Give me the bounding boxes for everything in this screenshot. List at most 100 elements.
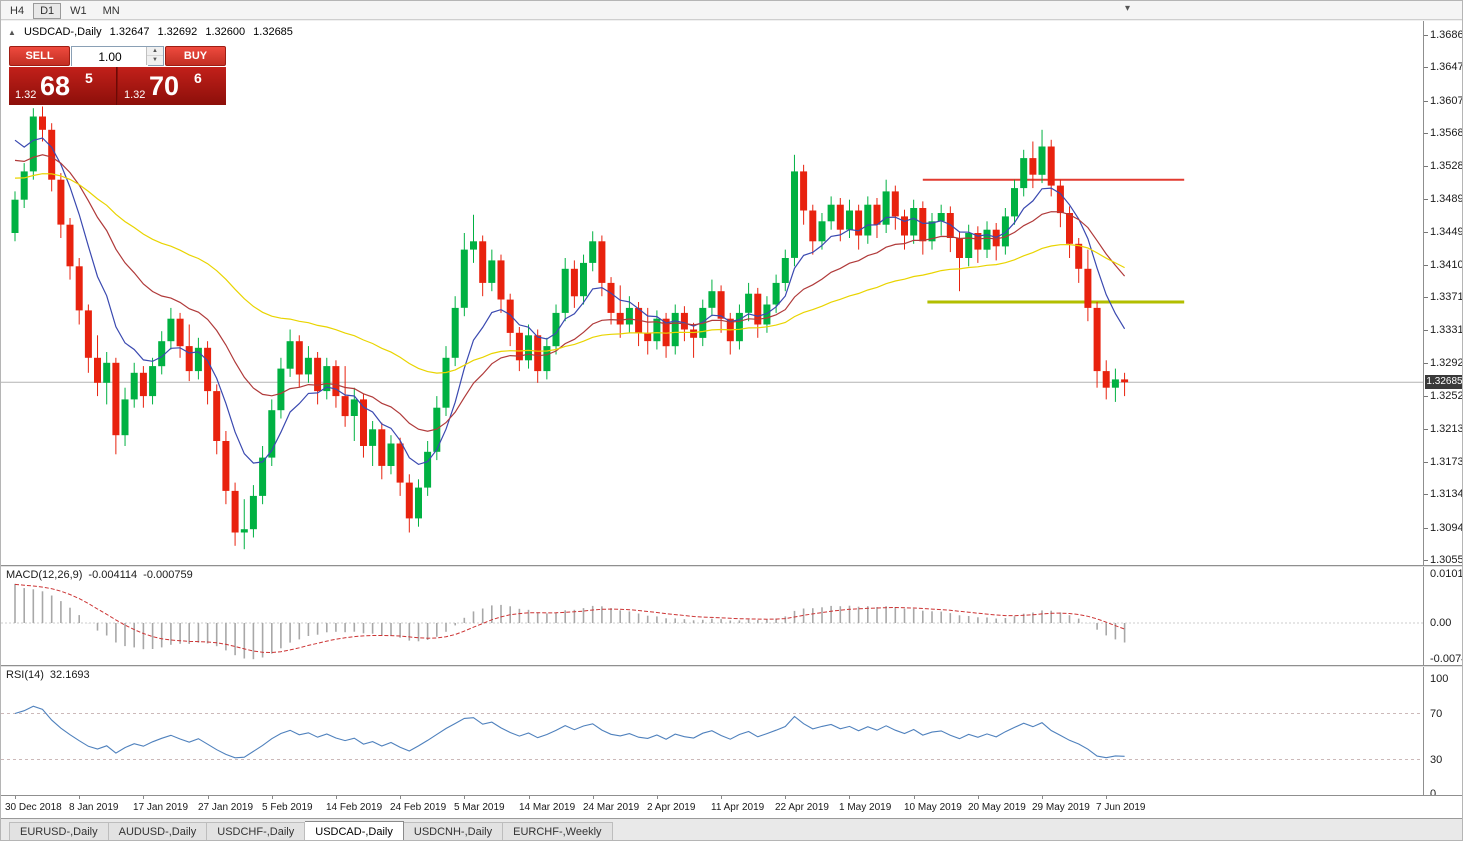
price-scale-tick: 1.32520 (1430, 390, 1462, 402)
price-scale-tick: 1.35280 (1430, 160, 1462, 172)
time-axis-label: 24 Feb 2019 (390, 802, 447, 813)
timeframe-mn-button[interactable]: MN (102, 5, 120, 17)
time-axis-label: 2 Apr 2019 (647, 802, 696, 813)
time-axis-label: 11 Apr 2019 (711, 802, 765, 813)
one-click-trading-panel: SELL ▲ ▼ BUY 1.32 68 5 (9, 46, 226, 105)
macd-canvas[interactable] (1, 567, 1423, 665)
macd-label: MACD(12,26,9) -0.004114 -0.000759 (6, 569, 199, 581)
time-axis-label: 7 Jun 2019 (1096, 802, 1146, 813)
rsi-canvas[interactable] (1, 667, 1423, 795)
chart-symbol-label: USDCAD-,Daily (23, 26, 102, 38)
price-scale-tickmark (1424, 363, 1428, 364)
price-scale-tick: 1.32920 (1430, 357, 1462, 369)
tab-audusd-daily[interactable]: AUDUSD-,Daily (108, 822, 208, 840)
ohlc-high: 1.32692 (157, 26, 198, 38)
price-scale-tick: 1.34890 (1430, 193, 1462, 205)
volume-up-icon[interactable]: ▲ (147, 47, 163, 56)
price-chart-panel[interactable]: ▲ USDCAD-,Daily 1.32647 1.32692 1.32600 … (1, 21, 1423, 565)
sell-price-pips: 68 (40, 71, 71, 101)
price-scale[interactable]: 1.32685 1.36860 1.36470 1.36070 1.35680 1.35… (1423, 21, 1463, 800)
time-axis-label: 20 May 2019 (968, 802, 1026, 813)
chart-window: ▲ USDCAD-,Daily 1.32647 1.32692 1.32600 … (1, 21, 1463, 840)
volume-spinner: ▲ ▼ (146, 47, 163, 65)
price-scale-tick: 1.30940 (1430, 522, 1462, 534)
sell-price-pipette: 5 (85, 70, 93, 86)
axis-border (1, 795, 1462, 796)
price-scale-tickmark (1424, 494, 1428, 495)
timeframe-buttons: H4 D1 W1 MN (1, 1, 127, 19)
price-scale-tickmark (1424, 560, 1428, 561)
buy-price-pipette: 6 (194, 70, 202, 86)
macd-panel[interactable]: MACD(12,26,9) -0.004114 -0.000759 (1, 567, 1423, 665)
price-scale-tickmark (1424, 297, 1428, 298)
tab-usdchf-daily[interactable]: USDCHF-,Daily (207, 822, 306, 840)
macd-scale-tick: -0.007476 (1430, 653, 1462, 665)
time-axis-label: 29 May 2019 (1032, 802, 1090, 813)
macd-scale-tick: 0.010199 (1430, 568, 1463, 580)
panel-splitter[interactable] (1, 565, 1462, 567)
toolbar-overflow-icon[interactable]: ▾ (1125, 3, 1131, 14)
time-axis-label: 5 Feb 2019 (262, 802, 313, 813)
time-axis-label: 1 May 2019 (839, 802, 892, 813)
volume-field: ▲ ▼ (71, 46, 164, 67)
time-axis-label: 22 Apr 2019 (775, 802, 829, 813)
price-scale-tick: 1.32130 (1430, 423, 1462, 435)
time-axis-tickmark (336, 796, 337, 799)
price-scale-tickmark (1424, 232, 1428, 233)
macd-signal-value: -0.000759 (143, 569, 193, 581)
timeframe-d1-button[interactable]: D1 (33, 3, 62, 19)
one-click-collapse-icon[interactable]: ▲ (8, 28, 16, 37)
macd-value: -0.004114 (88, 569, 138, 581)
volume-input[interactable] (72, 47, 148, 67)
price-scale-tickmark (1424, 265, 1428, 266)
time-axis-tickmark (914, 796, 915, 799)
panel-splitter[interactable] (1, 665, 1462, 667)
tab-eurusd-daily[interactable]: EURUSD-,Daily (9, 822, 109, 840)
price-scale-tickmark (1424, 35, 1428, 36)
macd-scale-tick: 0.00 (1430, 617, 1452, 629)
time-axis-tickmark (721, 796, 722, 799)
time-axis-tickmark (15, 796, 16, 799)
price-scale-tick: 1.36860 (1430, 29, 1462, 41)
rsi-name: RSI(14) (6, 669, 44, 681)
price-chart-canvas[interactable] (1, 21, 1423, 565)
sell-quote-button[interactable]: 1.32 68 5 (9, 67, 117, 105)
price-scale-tick: 1.33710 (1430, 291, 1462, 303)
price-scale-tick: 1.36470 (1430, 61, 1462, 73)
rsi-label: RSI(14) 32.1693 (6, 669, 96, 681)
price-scale-tickmark (1424, 101, 1428, 102)
rsi-scale-tick: 70 (1430, 708, 1443, 720)
time-axis-tickmark (143, 796, 144, 799)
price-scale-tick: 1.30550 (1430, 554, 1462, 566)
tab-eurchf-weekly[interactable]: EURCHF-,Weekly (503, 822, 613, 840)
time-axis-tickmark (208, 796, 209, 799)
volume-down-icon[interactable]: ▼ (147, 56, 163, 65)
time-axis-label: 5 Mar 2019 (454, 802, 505, 813)
time-axis-label: 30 Dec 2018 (5, 802, 62, 813)
timeframe-toolbar: H4 D1 W1 MN ▾ (1, 1, 1462, 20)
buy-button[interactable]: BUY (165, 46, 226, 66)
price-scale-tickmark (1424, 429, 1428, 430)
price-scale-tickmark (1424, 528, 1428, 529)
rsi-panel[interactable]: RSI(14) 32.1693 (1, 667, 1423, 795)
price-scale-tickmark (1424, 462, 1428, 463)
price-scale-tick: 1.35680 (1430, 127, 1462, 139)
tab-usdcnh-daily[interactable]: USDCNH-,Daily (403, 822, 504, 840)
time-axis-tickmark (272, 796, 273, 799)
buy-quote-button[interactable]: 1.32 70 6 (118, 67, 226, 105)
time-axis-label: 10 May 2019 (904, 802, 962, 813)
time-axis-label: 14 Feb 2019 (326, 802, 383, 813)
price-scale-tick: 1.33310 (1430, 324, 1462, 336)
tab-usdcad-daily[interactable]: USDCAD-,Daily (305, 821, 404, 840)
sell-button[interactable]: SELL (9, 46, 70, 66)
one-click-quotes: 1.32 68 5 1.32 70 6 (9, 67, 226, 105)
macd-name: MACD(12,26,9) (6, 569, 83, 581)
ohlc-close: 1.32685 (253, 26, 293, 38)
price-scale-tickmark (1424, 330, 1428, 331)
time-axis[interactable]: 30 Dec 2018 8 Jan 2019 17 Jan 2019 27 Jan 2… (1, 796, 1462, 818)
time-axis-tickmark (464, 796, 465, 799)
timeframe-h4-button[interactable]: H4 (10, 5, 25, 17)
time-axis-label: 24 Mar 2019 (583, 802, 640, 813)
time-axis-tickmark (1042, 796, 1043, 799)
timeframe-w1-button[interactable]: W1 (70, 5, 87, 17)
